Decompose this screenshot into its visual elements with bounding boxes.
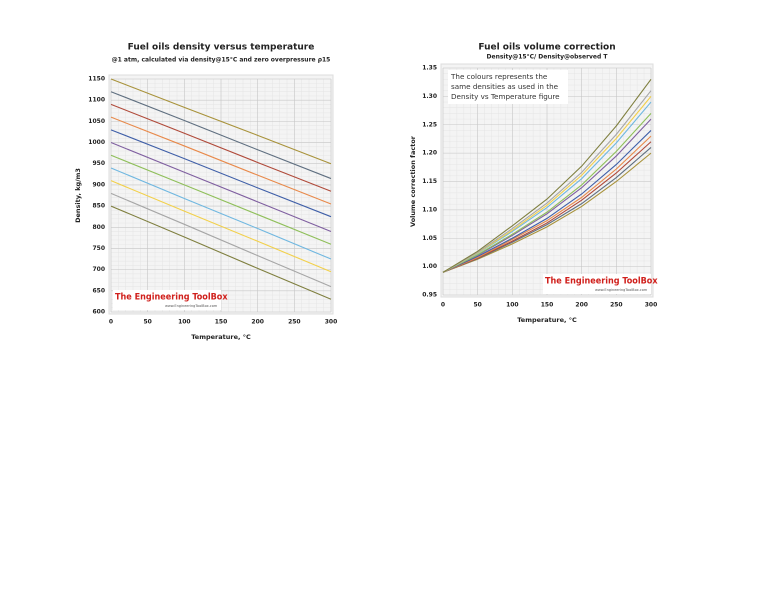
series-line: [110, 205, 332, 300]
watermark-bg: [113, 290, 221, 310]
annotation: The colours represents the same densitie…: [448, 70, 568, 104]
x-tick-label: 250: [288, 319, 301, 326]
chart-title: Fuel oils density versus temperature: [128, 43, 315, 53]
x-tick-label: 100: [178, 319, 191, 326]
series-line: [110, 91, 332, 180]
y-tick-label: 800: [92, 224, 105, 231]
y-tick-label: 1050: [88, 118, 105, 125]
series-line: [442, 113, 652, 273]
x-tick-label: 100: [506, 302, 519, 309]
chart-subtitle: @1 atm, calculated via density@15°C and …: [112, 57, 331, 64]
x-axis-label: Temperature, °C: [191, 333, 251, 341]
watermark-url: www.EngineeringToolBox.com: [595, 288, 648, 292]
y-tick-label: 1000: [88, 139, 105, 146]
x-tick-label: 200: [251, 319, 264, 326]
x-tick-label: 250: [610, 302, 623, 309]
x-tick-label: 200: [575, 302, 588, 309]
series-line: [110, 103, 332, 192]
y-tick-label: 1.15: [422, 178, 437, 185]
series-line: [110, 192, 332, 288]
y-tick-label: 1.20: [422, 150, 437, 157]
series-line: [110, 167, 332, 260]
x-tick-label: 0: [109, 319, 113, 326]
series-line: [442, 135, 652, 273]
y-tick-label: 1.35: [422, 65, 437, 72]
watermark: The Engineering ToolBox: [545, 277, 658, 287]
series-line: [442, 130, 652, 273]
y-tick-label: 1100: [88, 97, 105, 104]
y-tick-label: 900: [92, 181, 105, 188]
y-axis-label: Volume correction factor: [409, 135, 417, 227]
watermark-bg: [543, 274, 651, 294]
series-line: [442, 79, 652, 273]
y-tick-label: 700: [92, 266, 105, 273]
y-tick-label: 600: [92, 309, 105, 316]
y-tick-label: 850: [92, 203, 105, 210]
y-tick-label: 1150: [88, 76, 105, 83]
y-tick-label: 950: [92, 160, 105, 167]
y-tick-label: 750: [92, 245, 105, 252]
series-line: [110, 154, 332, 245]
chart-title: Fuel oils volume correction: [478, 43, 615, 53]
x-tick-label: 300: [645, 302, 658, 309]
y-tick-label: 1.05: [422, 235, 437, 242]
x-tick-label: 300: [325, 319, 338, 326]
y-tick-label: 1.30: [422, 93, 437, 100]
x-tick-label: 50: [143, 319, 151, 326]
watermark-url: www.EngineeringToolBox.com: [165, 304, 218, 308]
x-axis-label: Temperature, °C: [517, 316, 577, 324]
x-tick-label: 50: [473, 302, 481, 309]
x-tick-label: 150: [541, 302, 554, 309]
chart-subtitle: Density@15°C/ Density@observed T: [487, 54, 609, 61]
y-tick-label: 0.95: [422, 292, 437, 299]
watermark: The Engineering ToolBox: [115, 293, 228, 303]
y-tick-label: 650: [92, 287, 105, 294]
x-tick-label: 0: [441, 302, 445, 309]
x-tick-label: 150: [215, 319, 228, 326]
y-axis-label: Density, kg/m3: [74, 168, 82, 223]
series-line: [110, 142, 332, 233]
annotation-box: The colours represents the same densitie…: [448, 70, 568, 104]
y-tick-label: 1.00: [422, 263, 437, 270]
y-tick-label: 1.10: [422, 206, 437, 213]
series-line: [110, 129, 332, 218]
series-line: [110, 180, 332, 273]
series-line: [110, 116, 332, 205]
y-tick-label: 1.25: [422, 121, 437, 128]
series-line: [442, 90, 652, 273]
series-line: [110, 78, 332, 165]
